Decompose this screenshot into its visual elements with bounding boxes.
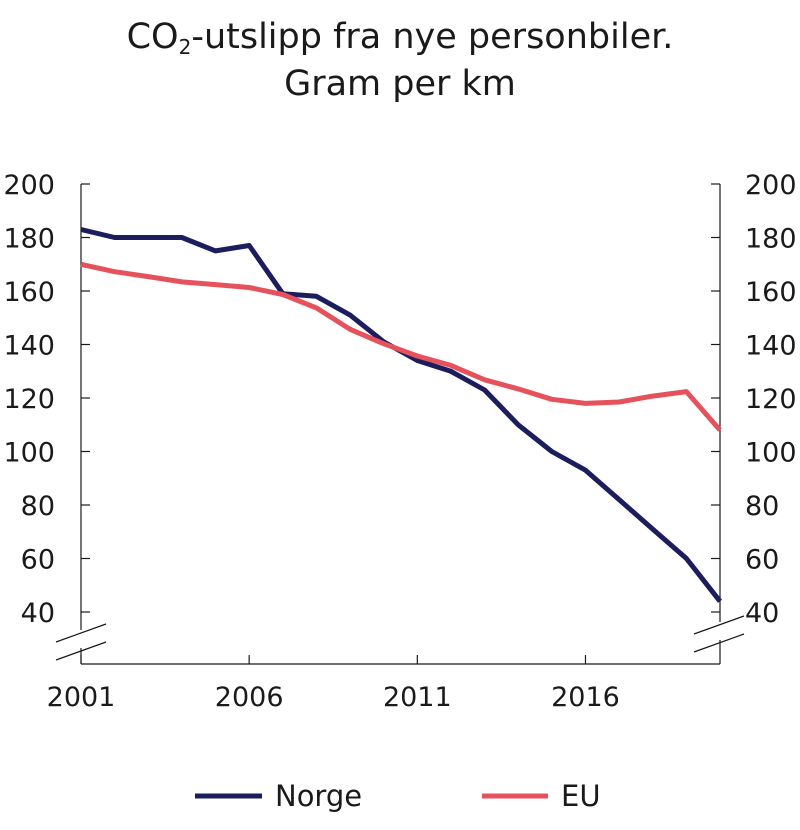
- axes: 200 200 180 180 160 160 140 140 120 120 100 100 80 80…: [3, 170, 796, 713]
- y-tick-label-left: 180: [3, 224, 55, 255]
- y-tick-label-left: 80: [21, 491, 55, 522]
- chart-title: CO2-utslipp fra nye personbiler.: [0, 15, 800, 69]
- y-tick-label-right: 100: [745, 438, 797, 469]
- y-tick-label-left: 40: [21, 598, 55, 629]
- right-axis-break-mark: [693, 633, 745, 653]
- legend: Norge EU: [195, 779, 601, 813]
- y-tick-label-right: 60: [745, 545, 779, 576]
- x-tick-label: 2006: [215, 682, 284, 713]
- y-tick-label-left: 140: [3, 331, 55, 362]
- legend-label-eu: EU: [561, 779, 601, 813]
- y-tick-label-right: 40: [745, 598, 779, 629]
- series-line-norge: [80, 227, 722, 603]
- y-tick-label-right: 200: [745, 170, 797, 201]
- legend-label-norge: Norge: [275, 779, 362, 813]
- x-tick-label: 2016: [551, 682, 620, 713]
- title-suffix: -utslipp fra nye personbiler.: [191, 17, 674, 57]
- y-tick-label-right: 80: [745, 491, 779, 522]
- y-tick-label-left: 160: [3, 277, 55, 308]
- series-lines: [80, 227, 722, 603]
- y-tick-label-right: 160: [745, 277, 797, 308]
- chart-subtitle: Gram per km: [284, 64, 516, 104]
- right-axis-break-mark: [693, 615, 745, 635]
- x-tick-label: 2011: [383, 682, 452, 713]
- y-tick-label-right: 180: [745, 224, 797, 255]
- left-axis-break-mark: [55, 623, 107, 643]
- y-tick-label-left: 200: [3, 170, 55, 201]
- title-prefix: CO: [126, 17, 179, 57]
- series-line-eu: [80, 261, 722, 432]
- title-subscript: 2: [178, 35, 192, 59]
- y-tick-label-right: 120: [745, 384, 797, 415]
- y-tick-label-left: 60: [21, 545, 55, 576]
- y-tick-label-left: 100: [3, 438, 55, 469]
- y-tick-label-right: 140: [745, 331, 797, 362]
- y-tick-label-left: 120: [3, 384, 55, 415]
- left-axis-break-mark: [55, 641, 107, 661]
- x-tick-label: 2001: [47, 682, 116, 713]
